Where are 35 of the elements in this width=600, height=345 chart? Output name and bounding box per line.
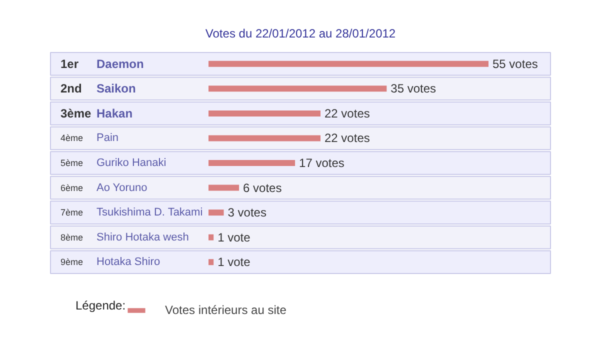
data-label: 17 votes xyxy=(299,156,344,170)
data-label: 1 vote xyxy=(218,230,251,244)
text: 1er xyxy=(60,56,79,71)
data-label: 22 votes xyxy=(324,131,370,146)
y-tick-label: Shiro Hotaka wesh xyxy=(96,231,189,244)
y-tick-label: Tsukishima D. Takami xyxy=(96,206,203,219)
legend-label: Votes intérieurs au site xyxy=(165,303,286,317)
y-tick-label: Ao Yoruno xyxy=(96,182,148,194)
text: 3ème xyxy=(60,106,92,120)
y-tick-label: Saikon xyxy=(96,82,136,96)
bar xyxy=(208,184,240,191)
bar xyxy=(208,234,214,240)
data-label: 6 votes xyxy=(243,180,282,195)
y-tick-label: Daemon xyxy=(96,56,144,71)
text: 7ème xyxy=(60,208,84,218)
bar xyxy=(208,60,488,67)
y-tick-label: Guriko Hanaki xyxy=(96,157,166,169)
legend-title: Légende: xyxy=(76,298,126,312)
data-label: 22 votes xyxy=(324,106,370,120)
data-label: 3 votes xyxy=(228,206,266,220)
y-tick-label: Hotaka Shiro xyxy=(96,256,160,268)
data-label: 1 vote xyxy=(218,255,251,270)
y-tick-label: Hakan xyxy=(96,106,133,120)
data-label: 35 votes xyxy=(390,82,436,96)
y-tick-label: Pain xyxy=(96,132,119,144)
text: 5ème xyxy=(60,158,84,168)
text: 9ème xyxy=(60,257,84,268)
bar xyxy=(208,135,320,142)
text: 4ème xyxy=(60,133,84,144)
text: 6ème xyxy=(60,182,84,193)
text: 8ème xyxy=(60,232,84,242)
bar xyxy=(208,86,387,92)
text: 2nd xyxy=(60,82,82,96)
data-label: 55 votes xyxy=(492,56,538,71)
chart-title: Votes du 22/01/2012 au 28/01/2012 xyxy=(205,26,396,40)
